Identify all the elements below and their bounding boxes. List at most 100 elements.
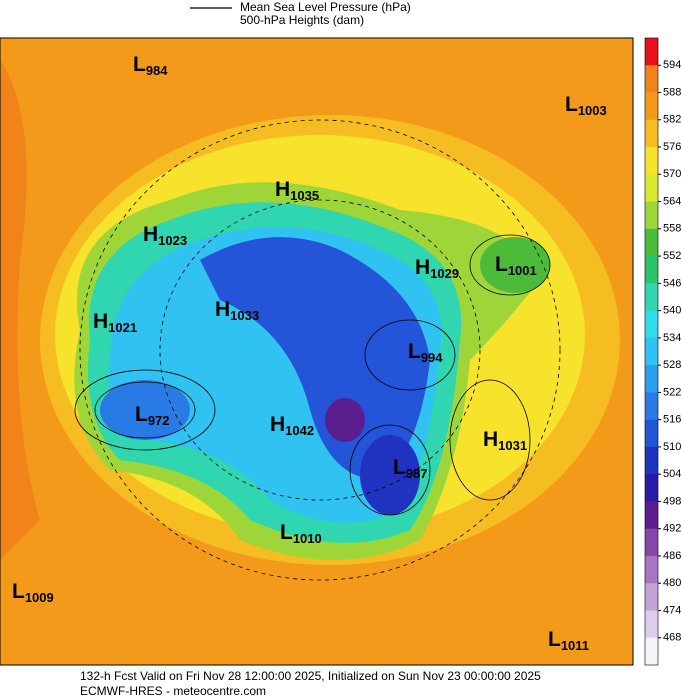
colorbar-label: 504	[663, 468, 681, 480]
colorbar-label: 588	[663, 86, 681, 98]
colorbar-swatch	[645, 501, 658, 530]
center-type: H	[483, 428, 498, 451]
colorbar-swatch	[645, 147, 658, 175]
center-value: 1031	[498, 438, 527, 453]
colorbar-swatch	[645, 65, 658, 94]
colorbar-label: 564	[663, 195, 681, 207]
colorbar-label: 528	[663, 359, 681, 371]
center-value: 1011	[561, 638, 589, 653]
colorbar-label: 594	[663, 59, 681, 71]
pressure-center: L1001	[495, 253, 537, 279]
map-frame	[0, 37, 634, 666]
colorbar-swatch	[645, 310, 658, 339]
center-value: 1010	[293, 531, 322, 546]
pressure-center: L1010	[280, 521, 322, 547]
pressure-center: L994	[408, 340, 443, 366]
colorbar-label: 576	[663, 141, 681, 153]
colorbar-label: 516	[663, 414, 681, 426]
colorbar-label: 546	[663, 277, 681, 289]
pressure-center: H1021	[93, 310, 137, 336]
pressure-center: L987	[393, 456, 428, 482]
center-type: H	[215, 298, 230, 321]
center-type: L	[393, 456, 406, 479]
colorbar-label: 534	[663, 332, 681, 344]
center-value: 1035	[290, 188, 319, 203]
colorbar-swatch	[645, 446, 658, 475]
pressure-center: L1003	[565, 93, 607, 119]
colorbar: 594 588 582 576 570 564 558 552 546 540 534 528 522 5…	[644, 37, 681, 666]
center-type: H	[275, 178, 290, 201]
colorbar-label: 570	[663, 168, 681, 180]
pressure-center: L972	[135, 403, 170, 429]
colorbar-swatch	[645, 283, 658, 312]
colorbar-swatch	[645, 555, 658, 584]
center-value: 1042	[285, 423, 314, 438]
center-value: 1001	[508, 263, 537, 278]
height-field	[360, 435, 420, 515]
colorbar-label: 468	[663, 632, 681, 644]
center-type: L	[495, 253, 508, 276]
colorbar-swatch	[645, 201, 658, 230]
center-value: 972	[148, 413, 170, 428]
colorbar-swatch	[645, 337, 658, 366]
center-type: L	[565, 93, 578, 116]
colorbar-swatch	[645, 528, 658, 557]
pressure-center: H1023	[143, 223, 187, 249]
colorbar-swatch	[645, 419, 658, 448]
pressure-center: L1009	[12, 580, 54, 606]
height-field	[200, 237, 430, 480]
pressure-center: L984	[133, 53, 168, 79]
colorbar-label: 582	[663, 114, 681, 126]
center-type: L	[133, 53, 146, 76]
center-value: 1021	[108, 320, 137, 335]
center-type: H	[93, 310, 108, 333]
colorbar-label: 486	[663, 550, 681, 562]
height-field	[0, 60, 40, 560]
height-field	[325, 398, 365, 442]
center-value: 1009	[25, 590, 54, 605]
colorbar-frame	[644, 37, 659, 666]
colorbar-swatch	[645, 583, 658, 611]
colorbar-swatch	[645, 38, 658, 66]
colorbar-label: 540	[663, 305, 681, 317]
colorbar-swatch	[645, 92, 658, 121]
center-value: 1033	[230, 308, 259, 323]
colorbar-label: 522	[663, 386, 681, 398]
pressure-center: H1031	[483, 428, 527, 454]
pressure-center: H1029	[415, 256, 459, 282]
legend-text: 500-hPa Heights (dam)	[240, 13, 364, 27]
center-value: 987	[406, 466, 428, 481]
colorbar-label: 480	[663, 577, 681, 589]
center-type: L	[548, 628, 561, 651]
center-type: L	[408, 340, 421, 363]
center-type: L	[280, 521, 293, 544]
isobars	[74, 119, 561, 581]
center-value: 994	[421, 350, 443, 365]
colorbar-label: 474	[663, 604, 681, 616]
colorbar-label: 552	[663, 250, 681, 262]
footer-text: 132-h Fcst Valid on Fri Nov 28 12:00:00 …	[80, 669, 541, 683]
colorbar-swatch	[645, 256, 658, 284]
colorbar-label: 492	[663, 523, 681, 535]
colorbar-swatch	[645, 119, 658, 148]
center-value: 1023	[158, 233, 187, 248]
center-type: H	[270, 413, 285, 436]
colorbar-swatch	[645, 228, 658, 257]
colorbar-swatch	[645, 174, 658, 203]
colorbar-swatch	[645, 637, 658, 666]
colorbar-swatch	[645, 474, 658, 502]
center-value: 1029	[430, 266, 459, 281]
center-value: 984	[146, 63, 168, 78]
colorbar-label: 498	[663, 495, 681, 507]
colorbar-label: 558	[663, 223, 681, 235]
center-type: H	[415, 256, 430, 279]
center-type: L	[12, 580, 25, 603]
center-value: 1003	[578, 103, 607, 118]
colorbar-swatch	[645, 392, 658, 421]
colorbar-label: 510	[663, 441, 681, 453]
colorbar-swatch	[645, 365, 658, 393]
pressure-center: L1011	[548, 628, 589, 654]
footer-text: ECMWF-HRES - meteocentre.com	[80, 684, 266, 698]
